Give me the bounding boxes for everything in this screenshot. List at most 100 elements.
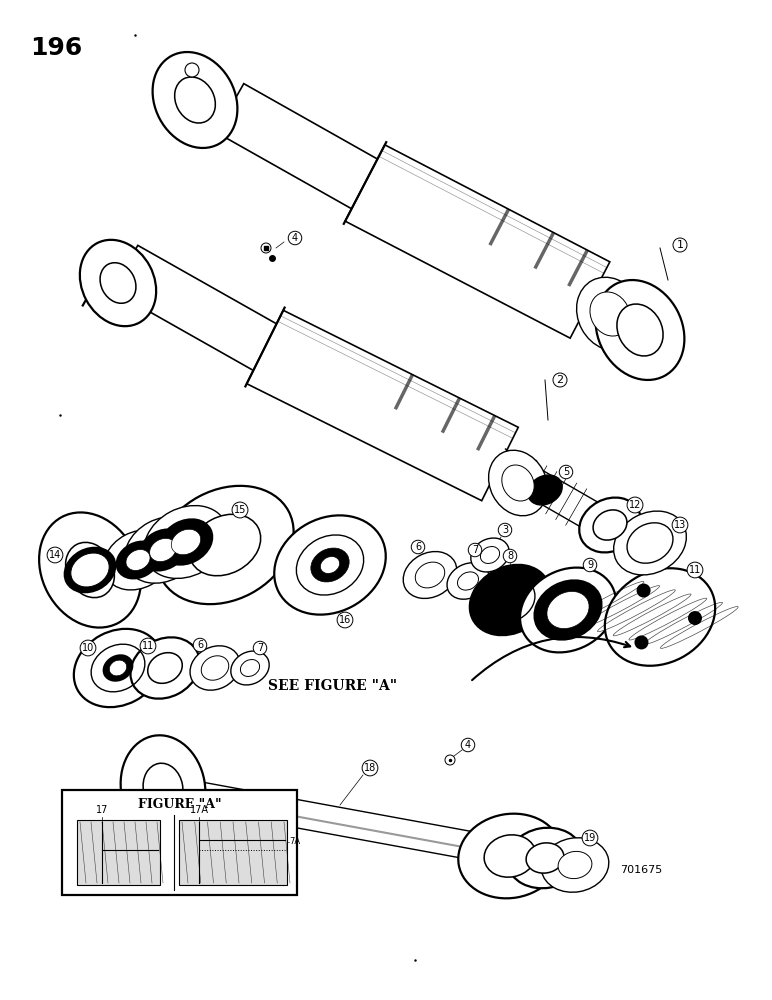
Polygon shape — [345, 145, 610, 338]
Ellipse shape — [489, 450, 547, 516]
Ellipse shape — [480, 547, 499, 563]
Text: 7: 7 — [257, 643, 263, 653]
Polygon shape — [112, 245, 283, 373]
Text: 17: 17 — [96, 805, 108, 815]
Ellipse shape — [143, 763, 183, 813]
Ellipse shape — [63, 547, 117, 593]
Ellipse shape — [144, 506, 228, 578]
Text: 2: 2 — [557, 375, 564, 385]
Ellipse shape — [147, 653, 182, 683]
Ellipse shape — [520, 568, 616, 652]
Text: 3: 3 — [502, 525, 508, 535]
Ellipse shape — [138, 528, 188, 572]
Text: 12: 12 — [629, 500, 642, 510]
Ellipse shape — [153, 52, 238, 148]
Text: 18: 18 — [364, 763, 376, 773]
Ellipse shape — [120, 735, 205, 841]
Ellipse shape — [558, 851, 592, 879]
Ellipse shape — [470, 565, 550, 635]
Text: 10: 10 — [82, 643, 94, 653]
Ellipse shape — [596, 280, 685, 380]
Ellipse shape — [502, 465, 534, 501]
Ellipse shape — [528, 475, 562, 505]
Text: 7: 7 — [472, 545, 478, 555]
Ellipse shape — [174, 77, 215, 123]
Text: 5: 5 — [563, 467, 569, 477]
Ellipse shape — [311, 548, 349, 582]
Circle shape — [185, 63, 199, 77]
Ellipse shape — [590, 292, 630, 336]
Circle shape — [635, 635, 648, 649]
Text: 11: 11 — [689, 565, 701, 575]
Ellipse shape — [617, 304, 663, 356]
Ellipse shape — [231, 651, 269, 685]
Ellipse shape — [100, 263, 136, 303]
Circle shape — [637, 584, 651, 598]
Circle shape — [688, 611, 702, 625]
Ellipse shape — [39, 512, 141, 628]
Ellipse shape — [533, 579, 603, 641]
Text: 4: 4 — [292, 233, 298, 243]
Bar — [179, 820, 287, 885]
Text: 6: 6 — [197, 640, 203, 650]
Text: 701675: 701675 — [620, 865, 662, 875]
Ellipse shape — [507, 828, 583, 888]
Text: 6: 6 — [415, 542, 421, 552]
Ellipse shape — [320, 557, 340, 573]
Text: 19: 19 — [584, 833, 596, 843]
Ellipse shape — [415, 562, 445, 588]
Ellipse shape — [150, 538, 176, 562]
Ellipse shape — [159, 518, 213, 566]
Ellipse shape — [71, 553, 109, 587]
Ellipse shape — [459, 814, 562, 898]
Ellipse shape — [171, 529, 201, 555]
Ellipse shape — [484, 835, 536, 877]
Text: SEE FIGURE "A": SEE FIGURE "A" — [268, 679, 397, 693]
Ellipse shape — [577, 277, 643, 351]
FancyBboxPatch shape — [62, 790, 297, 895]
Text: 1: 1 — [676, 240, 683, 250]
Ellipse shape — [157, 486, 293, 604]
Ellipse shape — [103, 654, 134, 682]
Ellipse shape — [190, 646, 240, 690]
Ellipse shape — [458, 572, 479, 590]
Ellipse shape — [471, 538, 510, 572]
Text: 7A: 7A — [289, 838, 300, 846]
Ellipse shape — [80, 240, 156, 326]
Text: 13: 13 — [674, 520, 686, 530]
Ellipse shape — [240, 660, 259, 676]
Text: 8: 8 — [507, 551, 513, 561]
Ellipse shape — [403, 552, 457, 598]
Ellipse shape — [541, 838, 609, 892]
Ellipse shape — [126, 550, 150, 570]
Polygon shape — [216, 84, 384, 211]
Text: 15: 15 — [234, 505, 246, 515]
Text: 11: 11 — [142, 641, 154, 651]
Ellipse shape — [130, 637, 200, 699]
Text: 17A: 17A — [189, 805, 208, 815]
Ellipse shape — [116, 541, 161, 579]
Ellipse shape — [125, 517, 201, 583]
Polygon shape — [247, 310, 518, 501]
Text: 14: 14 — [49, 550, 61, 560]
Ellipse shape — [66, 542, 114, 598]
Ellipse shape — [274, 515, 386, 615]
Ellipse shape — [593, 510, 627, 540]
Ellipse shape — [526, 843, 564, 873]
Text: 4: 4 — [465, 740, 471, 750]
Ellipse shape — [604, 568, 715, 666]
Ellipse shape — [103, 530, 172, 590]
Ellipse shape — [189, 514, 261, 576]
Ellipse shape — [614, 511, 686, 575]
Bar — [77, 820, 160, 885]
Text: 9: 9 — [587, 560, 593, 570]
Ellipse shape — [447, 563, 489, 599]
Ellipse shape — [201, 656, 229, 680]
Text: 196: 196 — [30, 36, 83, 60]
Text: FIGURE "A": FIGURE "A" — [137, 798, 222, 810]
Ellipse shape — [547, 591, 589, 629]
Ellipse shape — [74, 629, 162, 707]
Ellipse shape — [579, 498, 641, 552]
Ellipse shape — [110, 660, 127, 676]
Text: 16: 16 — [339, 615, 351, 625]
